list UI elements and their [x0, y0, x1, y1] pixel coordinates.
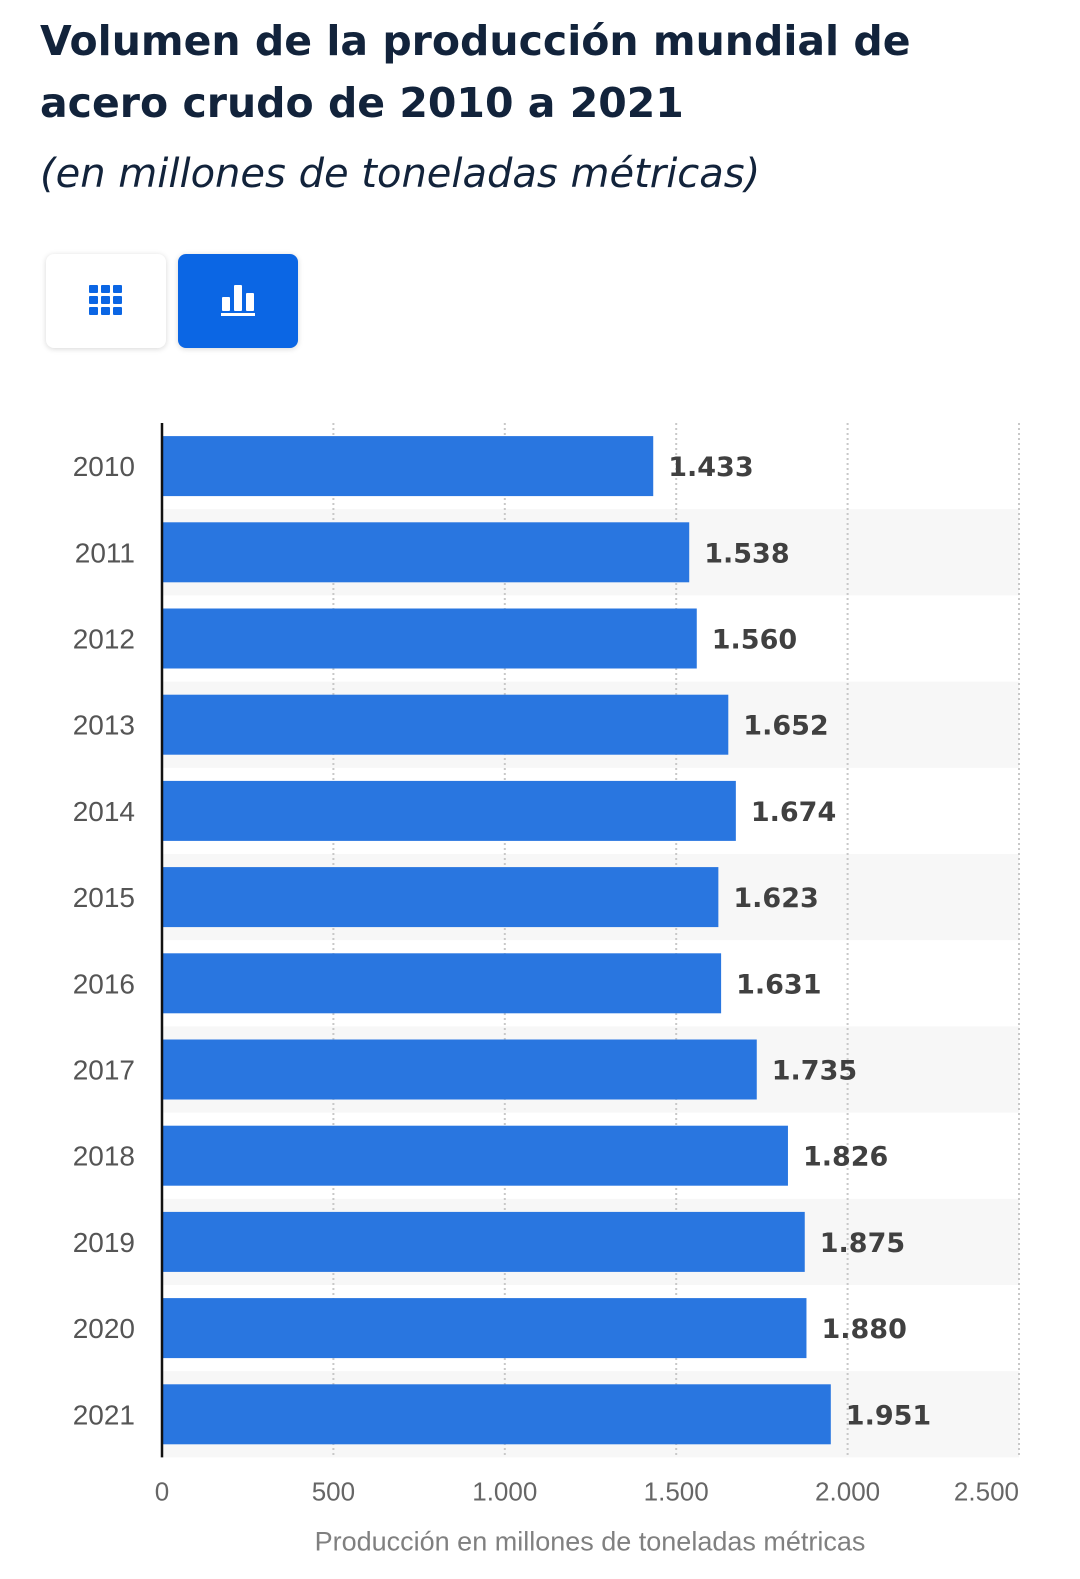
- value-label-2021: 1.951: [846, 1400, 931, 1431]
- bar-2016: [162, 953, 722, 1014]
- bar-chart-icon: [221, 283, 255, 320]
- bar-chart: 2010 1.433 2011 1.538 2012 1.560 2013 1.652 2014…: [0, 400, 1080, 1579]
- x-tick-label: 1.000: [472, 1476, 537, 1506]
- bar-2021: [162, 1384, 831, 1445]
- value-label-2018: 1.826: [803, 1142, 888, 1173]
- category-label-2016: 2016: [73, 968, 135, 999]
- category-label-2011: 2011: [75, 537, 135, 568]
- category-label-2019: 2019: [73, 1227, 135, 1258]
- bar-2015: [162, 867, 719, 928]
- x-tick-label: 2.500: [954, 1476, 1019, 1506]
- bar-2019: [162, 1211, 805, 1272]
- x-tick-label: 0: [155, 1476, 169, 1506]
- category-label-2014: 2014: [73, 796, 135, 827]
- x-axis-title: Producción en millones de toneladas métr…: [315, 1526, 866, 1556]
- category-label-2010: 2010: [73, 451, 135, 482]
- bar-2017: [162, 1039, 757, 1100]
- value-label-2016: 1.631: [736, 969, 821, 1000]
- category-label-2012: 2012: [73, 624, 135, 655]
- value-label-2017: 1.735: [772, 1056, 857, 1087]
- x-tick-label: 2.000: [815, 1476, 880, 1506]
- chart-view-button[interactable]: [178, 254, 298, 348]
- category-label-2015: 2015: [73, 882, 135, 913]
- chart-title: Volumen de la producción mundial de acer…: [40, 17, 911, 127]
- value-label-2019: 1.875: [820, 1228, 905, 1259]
- value-label-2014: 1.674: [751, 797, 836, 828]
- bar-2012: [162, 608, 697, 669]
- bar-2014: [162, 780, 736, 841]
- x-tick-label: 500: [312, 1476, 355, 1506]
- value-label-2020: 1.880: [821, 1314, 906, 1345]
- bar-2011: [162, 522, 690, 583]
- chart-subtitle: (en millones de toneladas métricas): [40, 151, 761, 197]
- value-label-2010: 1.433: [668, 452, 753, 483]
- bar-2013: [162, 694, 729, 755]
- category-label-2017: 2017: [73, 1055, 135, 1086]
- bar-2020: [162, 1298, 807, 1359]
- table-view-button[interactable]: [46, 254, 166, 348]
- value-label-2015: 1.623: [733, 883, 818, 914]
- bar-2018: [162, 1125, 788, 1186]
- category-label-2021: 2021: [73, 1399, 135, 1430]
- value-label-2012: 1.560: [712, 625, 797, 656]
- x-tick-label: 1.500: [644, 1476, 709, 1506]
- value-label-2013: 1.652: [743, 711, 828, 742]
- chart-svg: 2010 1.433 2011 1.538 2012 1.560 2013 1.652 2014…: [73, 423, 1020, 1556]
- category-label-2013: 2013: [73, 710, 135, 741]
- value-label-2011: 1.538: [704, 538, 789, 569]
- category-label-2020: 2020: [73, 1313, 135, 1344]
- table-grid-icon: [89, 284, 123, 318]
- bar-2010: [162, 436, 654, 497]
- category-label-2018: 2018: [73, 1141, 135, 1172]
